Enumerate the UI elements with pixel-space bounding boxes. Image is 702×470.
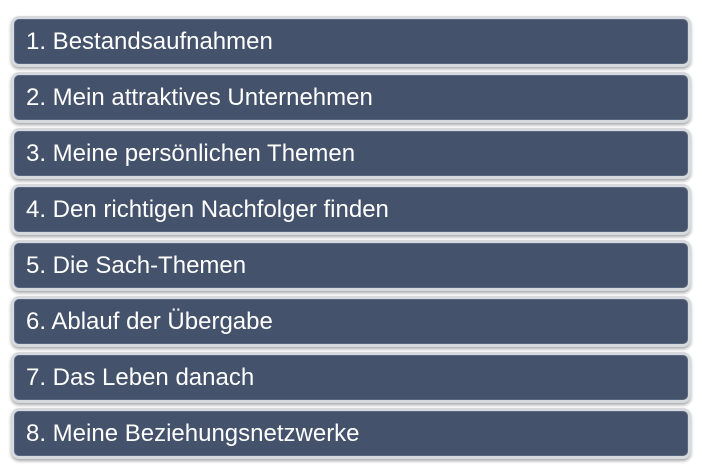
list-item-6: 6. Ablauf der Übergabe — [11, 296, 691, 347]
list-item-label: 6. Ablauf der Übergabe — [26, 307, 273, 335]
list-item-3: 3. Meine persönlichen Themen — [11, 128, 691, 179]
list-item-5: 5. Die Sach-Themen — [11, 240, 691, 291]
list-item-1: 1. Bestandsaufnahmen — [11, 16, 691, 67]
list-item-label: 3. Meine persönlichen Themen — [26, 139, 356, 167]
list-item-label: 1. Bestandsaufnahmen — [26, 27, 273, 55]
list-item-label: 4. Den richtigen Nachfolger finden — [26, 195, 389, 223]
list-item-2: 2. Mein attraktives Unternehmen — [11, 72, 691, 123]
list-item-label: 5. Die Sach-Themen — [26, 251, 247, 279]
list-item-4: 4. Den richtigen Nachfolger finden — [11, 184, 691, 235]
list-item-label: 2. Mein attraktives Unternehmen — [26, 83, 373, 111]
list-item-7: 7. Das Leben danach — [11, 352, 691, 403]
list-item-label: 7. Das Leben danach — [26, 363, 255, 391]
list-item-8: 8. Meine Beziehungsnetzwerke — [11, 408, 691, 459]
list-item-label: 8. Meine Beziehungsnetzwerke — [26, 419, 360, 447]
topic-list: 1. Bestandsaufnahmen 2. Mein attraktives… — [11, 16, 691, 459]
